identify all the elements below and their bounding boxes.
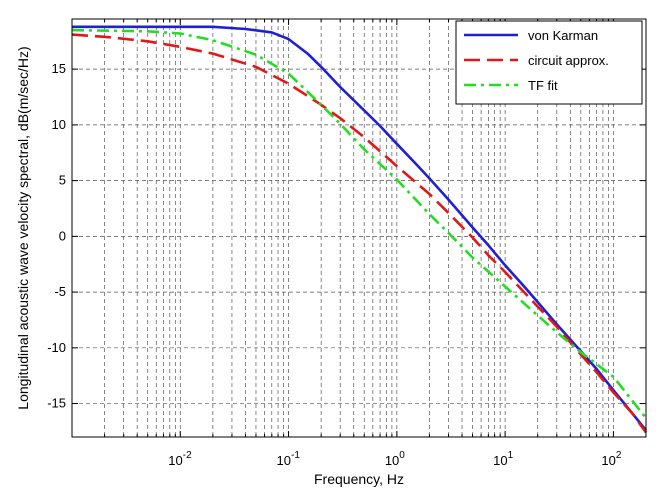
y-tick-label: 15 <box>52 61 66 76</box>
legend-label-3: TF fit <box>528 78 558 93</box>
grid-lines <box>72 19 646 437</box>
y-tick-label: -5 <box>54 284 66 299</box>
x-tick-label: 102 <box>601 450 621 468</box>
x-tick-labels: 10-2 10-1 100 101 102 <box>168 450 622 468</box>
y-axis-label: Longitudinal acoustic wave velocity spec… <box>15 46 31 409</box>
legend-label-1: von Karman <box>528 28 598 43</box>
legend-label-2: circuit approx. <box>528 53 609 68</box>
x-axis-label: Frequency, Hz <box>314 471 404 487</box>
x-tick-label: 10-1 <box>277 450 301 468</box>
y-tick-label: -15 <box>47 396 66 411</box>
series-line-2 <box>71 33 648 434</box>
series-layer <box>71 25 648 434</box>
y-tick-label: 10 <box>52 117 66 132</box>
y-tick-label: 0 <box>59 228 66 243</box>
y-tick-label: 5 <box>59 173 66 188</box>
x-tick-label: 100 <box>385 450 405 468</box>
x-tick-label: 10-2 <box>168 450 192 468</box>
plot-border <box>71 18 647 438</box>
y-tick-labels: 15 10 5 0 -5 -10 -15 <box>47 61 66 410</box>
y-tick-label: -10 <box>47 340 66 355</box>
legend: von Karman circuit approx. TF fit <box>455 20 643 105</box>
series-line-3 <box>71 28 648 419</box>
series-line-1 <box>72 25 648 432</box>
x-tick-label: 101 <box>493 450 513 468</box>
